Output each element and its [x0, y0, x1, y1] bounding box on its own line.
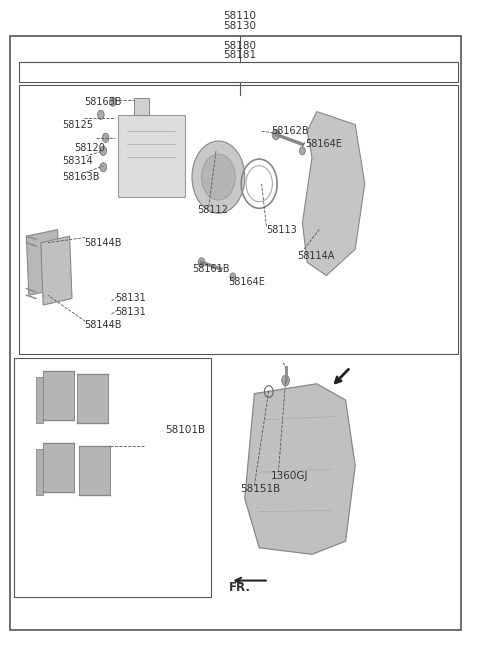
Text: 58181: 58181 [223, 50, 257, 60]
Polygon shape [77, 374, 108, 423]
Text: 58114A: 58114A [298, 251, 335, 261]
Circle shape [230, 273, 236, 281]
Polygon shape [36, 377, 43, 423]
Circle shape [97, 110, 104, 119]
Text: 58130: 58130 [224, 21, 256, 31]
Text: 58163B: 58163B [62, 172, 100, 182]
Circle shape [100, 146, 107, 155]
Text: 58164E: 58164E [228, 277, 265, 287]
Text: 58120: 58120 [74, 142, 105, 153]
Text: 58162B: 58162B [271, 126, 309, 136]
Circle shape [109, 97, 116, 106]
Circle shape [282, 375, 289, 386]
Polygon shape [43, 371, 74, 420]
Polygon shape [245, 384, 355, 554]
Polygon shape [43, 443, 74, 492]
Circle shape [192, 141, 245, 213]
Polygon shape [79, 446, 110, 495]
Text: 58113: 58113 [266, 224, 297, 235]
Circle shape [202, 154, 235, 200]
Circle shape [102, 133, 109, 142]
Polygon shape [302, 112, 365, 276]
Text: 58110: 58110 [224, 11, 256, 22]
Polygon shape [41, 236, 72, 305]
Circle shape [100, 163, 107, 172]
Text: 58101B: 58101B [166, 424, 206, 435]
Text: 58112: 58112 [197, 205, 228, 215]
Text: 58180: 58180 [224, 41, 256, 51]
Polygon shape [26, 230, 60, 295]
Polygon shape [118, 115, 185, 197]
Polygon shape [134, 98, 149, 115]
Text: 58144B: 58144B [84, 237, 121, 248]
Text: 58161B: 58161B [192, 264, 229, 274]
Text: 58131: 58131 [115, 293, 146, 304]
Polygon shape [36, 449, 43, 495]
Circle shape [198, 258, 205, 267]
Text: 58125: 58125 [62, 119, 94, 130]
Text: 58163B: 58163B [84, 96, 121, 107]
Text: 1360GJ: 1360GJ [271, 470, 309, 481]
Circle shape [300, 147, 305, 155]
Text: 58144B: 58144B [84, 319, 121, 330]
Text: 58164E: 58164E [305, 139, 342, 150]
Text: 58151B: 58151B [240, 483, 280, 494]
Text: 58314: 58314 [62, 155, 93, 166]
Text: FR.: FR. [229, 581, 251, 594]
Circle shape [272, 129, 280, 140]
Text: 58131: 58131 [115, 306, 146, 317]
